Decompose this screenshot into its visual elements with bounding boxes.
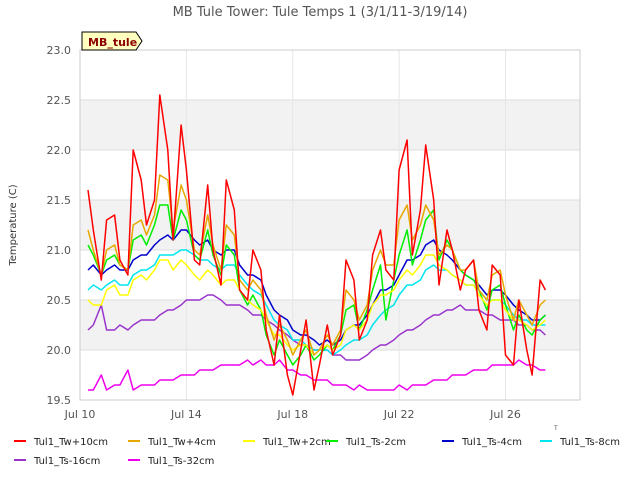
y-tick-label: 20.0 bbox=[47, 344, 72, 357]
corner-mark: T bbox=[553, 425, 558, 432]
x-tick-label: Jul 22 bbox=[383, 408, 415, 421]
badge-label: MB_tule bbox=[88, 36, 137, 49]
background-band bbox=[80, 200, 580, 250]
plot-frame bbox=[79, 49, 581, 401]
series-line-tul1-tw-10cm bbox=[87, 94, 547, 396]
chart-title: MB Tule Tower: Tule Temps 1 (3/1/11-3/19… bbox=[173, 5, 468, 20]
legend-entry: Tul1_Tw+4cm bbox=[128, 437, 216, 448]
legend-entry: Tul1_Ts-16cm bbox=[14, 456, 100, 467]
legend-label: Tul1_Tw+4cm bbox=[147, 437, 216, 448]
background-band bbox=[80, 50, 580, 100]
legend-entry: Tul1_Ts-4cm bbox=[442, 437, 522, 448]
legend-entry: Tul1_Ts-8cm bbox=[540, 437, 620, 448]
legend-label: Tul1_Ts-16cm bbox=[33, 456, 100, 467]
x-tick-labels: Jul 10 Jul 14 Jul 18 Jul 22 Jul 26 bbox=[64, 408, 521, 421]
y-tick-label: 20.5 bbox=[47, 294, 72, 307]
plot-background-bands bbox=[80, 50, 580, 400]
legend-entry: Tul1_Ts-32cm bbox=[128, 456, 214, 467]
x-tick-label: Jul 18 bbox=[276, 408, 308, 421]
legend-entry: Tul1_Tw+10cm bbox=[14, 437, 108, 448]
x-tick-label: Jul 14 bbox=[170, 408, 202, 421]
legend-label: Tul1_Tw+10cm bbox=[33, 437, 108, 448]
y-tick-label: 19.5 bbox=[47, 394, 72, 407]
background-band bbox=[80, 350, 580, 400]
background-band bbox=[80, 250, 580, 300]
legend-label: Tul1_Ts-8cm bbox=[559, 437, 620, 448]
y-axis-label: Temperature (C) bbox=[8, 184, 19, 266]
legend-entry: Tul1_Tw+2cm bbox=[243, 437, 331, 448]
background-band bbox=[80, 100, 580, 150]
y-tick-label: 22.0 bbox=[47, 144, 72, 157]
y-tick-label: 21.5 bbox=[47, 194, 72, 207]
legend-label: Tul1_Ts-2cm bbox=[345, 437, 406, 448]
background-band bbox=[80, 150, 580, 200]
y-tick-label: 22.5 bbox=[47, 94, 72, 107]
legend-entry: Tul1_Ts-2cm bbox=[326, 437, 406, 448]
legend-label: Tul1_Tw+2cm bbox=[262, 437, 331, 448]
series-line-tul1-ts-2cm bbox=[87, 204, 546, 366]
x-tick-label: Jul 26 bbox=[489, 408, 521, 421]
badge-shape bbox=[81, 31, 143, 51]
y-tick-label: 23.0 bbox=[47, 44, 72, 57]
x-tick-label: Jul 10 bbox=[64, 408, 96, 421]
legend-label: Tul1_Ts-32cm bbox=[147, 456, 214, 467]
series-lines bbox=[87, 94, 547, 396]
legend-label: Tul1_Ts-4cm bbox=[461, 437, 522, 448]
legend: Tul1_Tw+10cm Tul1_Tw+4cm Tul1_Tw+2cm Tul1_T… bbox=[14, 437, 620, 467]
station-badge: MB_tule bbox=[81, 31, 143, 51]
y-tick-labels: 19.5 20.0 20.5 21.0 21.5 22.0 22.5 23.0 bbox=[47, 44, 72, 407]
y-tick-label: 21.0 bbox=[47, 244, 72, 257]
